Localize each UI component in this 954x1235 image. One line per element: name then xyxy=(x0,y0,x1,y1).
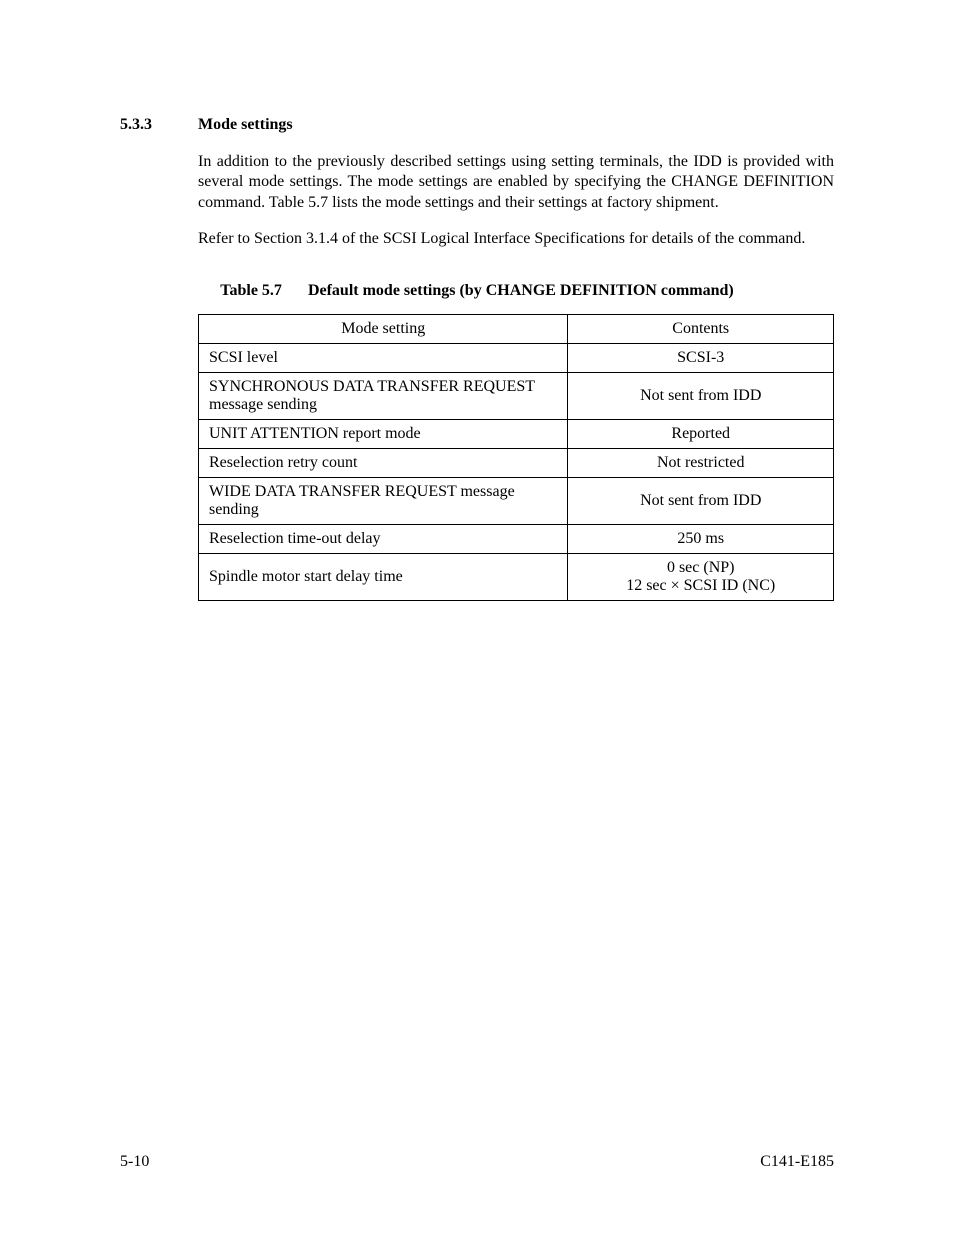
table-body: SCSI levelSCSI-3SYNCHRONOUS DATA TRANSFE… xyxy=(199,343,834,600)
cell-mode-setting: Reselection time-out delay xyxy=(199,524,568,553)
table-row: SYNCHRONOUS DATA TRANSFER REQUEST messag… xyxy=(199,372,834,419)
section-heading-row: 5.3.3 Mode settings xyxy=(120,116,834,134)
table-row: Reselection time-out delay250 ms xyxy=(199,524,834,553)
body-text-block: In addition to the previously described … xyxy=(198,152,834,250)
cell-contents-line: 0 sec (NP) xyxy=(578,559,823,577)
paragraph-2: Refer to Section 3.1.4 of the SCSI Logic… xyxy=(198,229,834,249)
cell-mode-setting: Reselection retry count xyxy=(199,448,568,477)
cell-contents: Not restricted xyxy=(568,448,834,477)
table-row: WIDE DATA TRANSFER REQUEST message sendi… xyxy=(199,477,834,524)
table-row: SCSI levelSCSI-3 xyxy=(199,343,834,372)
table-row: UNIT ATTENTION report modeReported xyxy=(199,419,834,448)
cell-contents: Not sent from IDD xyxy=(568,372,834,419)
section-number: 5.3.3 xyxy=(120,116,198,134)
table-header-row: Mode setting Contents xyxy=(199,314,834,343)
header-mode-setting: Mode setting xyxy=(199,314,568,343)
doc-id: C141-E185 xyxy=(760,1153,834,1171)
page-footer: 5-10 C141-E185 xyxy=(120,1153,834,1171)
mode-settings-table: Mode setting Contents SCSI levelSCSI-3SY… xyxy=(198,314,834,601)
cell-contents: Not sent from IDD xyxy=(568,477,834,524)
page-content: 5.3.3 Mode settings In addition to the p… xyxy=(0,0,954,601)
cell-mode-setting: UNIT ATTENTION report mode xyxy=(199,419,568,448)
cell-contents: 250 ms xyxy=(568,524,834,553)
table-row: Spindle motor start delay time0 sec (NP)… xyxy=(199,553,834,600)
cell-mode-setting: WIDE DATA TRANSFER REQUEST message sendi… xyxy=(199,477,568,524)
table-caption: Table 5.7 Default mode settings (by CHAN… xyxy=(120,282,834,300)
page-number: 5-10 xyxy=(120,1153,149,1171)
paragraph-1: In addition to the previously described … xyxy=(198,152,834,213)
cell-mode-setting: SYNCHRONOUS DATA TRANSFER REQUEST messag… xyxy=(199,372,568,419)
section-title: Mode settings xyxy=(198,116,293,134)
table-row: Reselection retry countNot restricted xyxy=(199,448,834,477)
cell-contents-line: 12 sec × SCSI ID (NC) xyxy=(578,577,823,595)
cell-contents: SCSI-3 xyxy=(568,343,834,372)
table-caption-text: Default mode settings (by CHANGE DEFINIT… xyxy=(308,282,734,299)
cell-mode-setting: SCSI level xyxy=(199,343,568,372)
table-caption-label: Table 5.7 xyxy=(220,282,282,299)
cell-mode-setting: Spindle motor start delay time xyxy=(199,553,568,600)
cell-contents: 0 sec (NP)12 sec × SCSI ID (NC) xyxy=(568,553,834,600)
cell-contents: Reported xyxy=(568,419,834,448)
header-contents: Contents xyxy=(568,314,834,343)
